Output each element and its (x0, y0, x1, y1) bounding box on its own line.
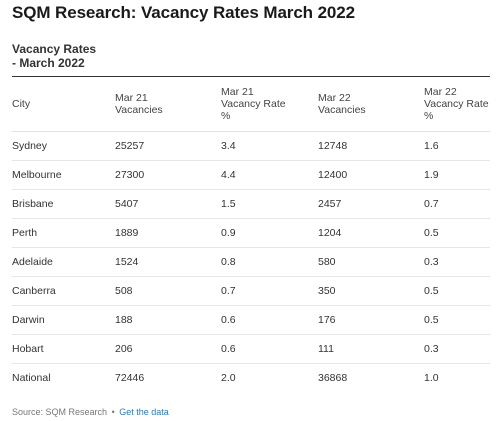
cell-mar22-vacancies: 12400 (318, 160, 424, 190)
cell-mar21-rate: 3.4 (221, 131, 318, 161)
cell-mar22-vacancies: 176 (318, 305, 424, 335)
table-row: National 72446 2.0 36868 1.0 (12, 364, 490, 393)
cell-mar21-rate: 0.6 (221, 305, 318, 335)
cell-mar21-vacancies: 1889 (115, 218, 221, 248)
table-row: Perth 1889 0.9 1204 0.5 (12, 218, 490, 248)
cell-mar21-vacancies: 5407 (115, 189, 221, 219)
cell-mar22-rate: 0.7 (424, 189, 490, 219)
table-row: Brisbane 5407 1.5 2457 0.7 (12, 189, 490, 219)
footer-separator: • (111, 407, 115, 417)
cell-mar22-rate: 1.6 (424, 131, 490, 161)
table-row: Melbourne 27300 4.4 12400 1.9 (12, 160, 490, 190)
cell-mar22-vacancies: 580 (318, 247, 424, 277)
vacancy-table: City Mar 21 Vacancies Mar 21 Vacancy Rat… (12, 77, 490, 392)
table-row: Canberra 508 0.7 350 0.5 (12, 276, 490, 306)
cell-mar21-rate: 4.4 (221, 160, 318, 190)
header-rule (12, 76, 490, 77)
cell-mar22-vacancies: 36868 (318, 372, 348, 384)
get-the-data-link[interactable]: Get the data (119, 407, 169, 417)
cell-city: Adelaide (12, 247, 115, 277)
cell-mar21-vacancies: 206 (115, 334, 221, 364)
cell-city: Sydney (12, 131, 115, 161)
cell-mar21-rate: 0.9 (221, 218, 318, 248)
cell-mar22-rate: 0.3 (424, 247, 490, 277)
page-title: SQM Research: Vacancy Rates March 2022 (12, 3, 355, 22)
cell-mar21-vacancies: 25257 (115, 131, 221, 161)
column-header-mar21-vacancies: Mar 21 Vacancies (115, 77, 221, 132)
cell-mar22-rate: 1.0 (424, 372, 439, 384)
cell-mar21-rate: 0.7 (221, 276, 318, 306)
column-header-mar22-rate: Mar 22 Vacancy Rate % (424, 77, 490, 132)
table-row: Adelaide 1524 0.8 580 0.3 (12, 247, 490, 277)
cell-city: Melbourne (12, 160, 115, 190)
cell-city: Hobart (12, 334, 115, 364)
table-header-row: City Mar 21 Vacancies Mar 21 Vacancy Rat… (12, 77, 490, 132)
cell-city: National (12, 372, 51, 384)
cell-mar22-rate: 0.5 (424, 305, 490, 335)
cell-mar21-rate: 0.6 (221, 334, 318, 364)
cell-mar21-rate: 2.0 (221, 372, 236, 384)
table-row: Sydney 25257 3.4 12748 1.6 (12, 131, 490, 161)
cell-mar22-vacancies: 111 (318, 334, 424, 364)
cell-mar21-rate: 0.8 (221, 247, 318, 277)
cell-mar21-vacancies: 72446 (115, 372, 145, 384)
cell-city: Darwin (12, 305, 115, 335)
column-header-city: City (12, 77, 115, 132)
cell-mar21-vacancies: 27300 (115, 160, 221, 190)
source-text: Source: SQM Research (12, 407, 108, 417)
cell-mar22-rate: 0.5 (424, 218, 490, 248)
cell-mar22-vacancies: 12748 (318, 131, 424, 161)
cell-mar21-vacancies: 508 (115, 276, 221, 306)
table-subtitle: Vacancy Rates - March 2022 (12, 42, 97, 70)
cell-mar22-rate: 0.5 (424, 276, 490, 306)
table-row: Hobart 206 0.6 111 0.3 (12, 334, 490, 364)
column-header-mar21-rate: Mar 21 Vacancy Rate % (221, 77, 318, 132)
cell-city: Perth (12, 218, 115, 248)
column-header-mar22-vacancies: Mar 22 Vacancies (318, 77, 424, 132)
cell-city: Brisbane (12, 189, 115, 219)
table-body: Sydney 25257 3.4 12748 1.6 Melbourne 27300 4.4 1… (12, 131, 490, 393)
table-row: Darwin 188 0.6 176 0.5 (12, 305, 490, 335)
cell-mar21-vacancies: 1524 (115, 247, 221, 277)
cell-mar22-vacancies: 350 (318, 276, 424, 306)
footer: Source: SQM Research • Get the data (12, 407, 169, 417)
cell-mar21-rate: 1.5 (221, 189, 318, 219)
cell-mar22-vacancies: 1204 (318, 218, 424, 248)
cell-mar22-vacancies: 2457 (318, 189, 424, 219)
cell-city: Canberra (12, 276, 115, 306)
cell-mar22-rate: 1.9 (424, 160, 490, 190)
cell-mar22-rate: 0.3 (424, 334, 490, 364)
cell-mar21-vacancies: 188 (115, 305, 221, 335)
